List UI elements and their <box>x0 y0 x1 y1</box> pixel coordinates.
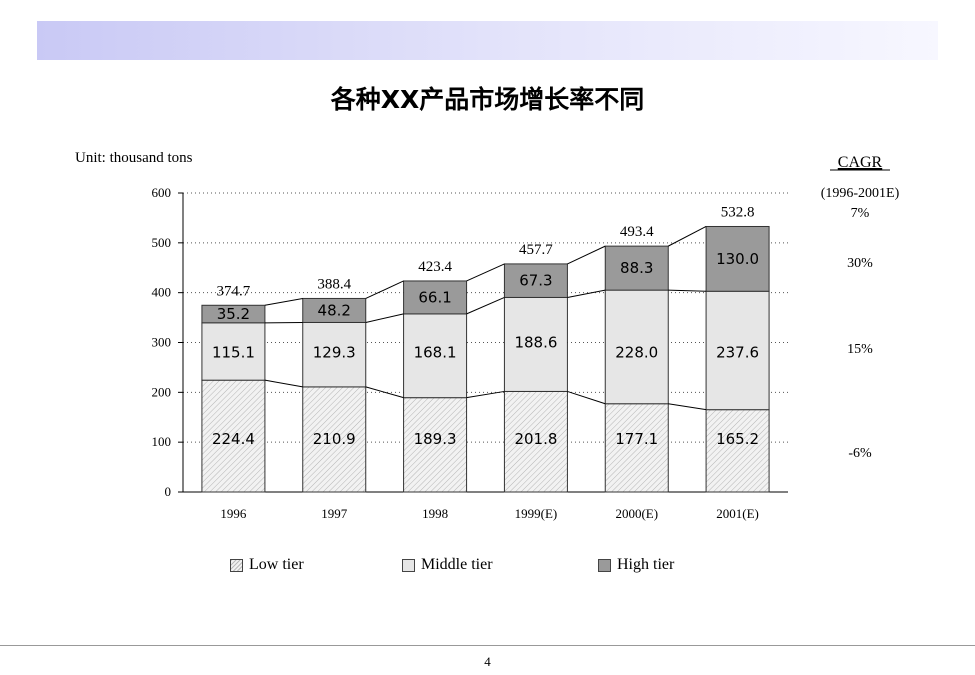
middle-tier-value-label: 115.1 <box>212 343 255 361</box>
x-tick-label: 1997 <box>321 506 348 521</box>
header-band <box>37 21 938 60</box>
high-tier-bar <box>201 304 266 324</box>
y-tick-label: 200 <box>152 384 172 399</box>
y-tick-label: 300 <box>152 335 172 350</box>
series-connector-line <box>567 289 606 298</box>
legend-label-high: High tier <box>617 556 675 573</box>
cagr-low-value: -6% <box>848 446 872 461</box>
cagr-heading: CAGR <box>838 154 883 171</box>
cagr-period: (1996-2001E) <box>821 186 900 201</box>
x-tick-label: 1999(E) <box>515 506 558 521</box>
series-connector-line <box>264 297 303 306</box>
cagr-total-value: 7% <box>851 206 870 221</box>
middle-tier-bar <box>705 290 770 411</box>
low-tier-bar <box>705 409 770 493</box>
series-connector-line <box>567 390 606 405</box>
series-connector-line <box>668 403 707 411</box>
series-connector-line <box>668 289 707 292</box>
series-connector-line <box>466 296 505 315</box>
series-connector-line <box>365 280 404 299</box>
y-tick-label: 600 <box>152 185 172 200</box>
legend-item-high: High tier <box>598 556 674 574</box>
legend-label-low: Low tier <box>249 556 304 573</box>
high-tier-value-label: 35.2 <box>217 305 250 323</box>
high-tier-bar <box>705 225 770 292</box>
middle-tier-value-label: 129.3 <box>313 343 356 361</box>
y-tick-label: 400 <box>152 285 172 300</box>
middle-tier-value-label: 168.1 <box>414 343 457 361</box>
middle-tier-value-label: 237.6 <box>716 343 759 361</box>
low-tier-bar <box>403 397 468 493</box>
cagr-high-value: 30% <box>847 256 873 271</box>
total-value-label: 493.4 <box>620 224 654 240</box>
x-tick-label: 2001(E) <box>716 506 759 521</box>
low-tier-bar <box>302 386 367 493</box>
high-tier-bar <box>403 280 468 315</box>
high-tier-value-label: 66.1 <box>418 288 451 306</box>
page-title: 各种XX产品市场增长率不同 <box>330 85 645 114</box>
series-connector-line <box>264 379 303 388</box>
low-tier-value-label: 165.2 <box>716 430 759 448</box>
high-tier-value-label: 88.3 <box>620 259 653 277</box>
middle-tier-value-label: 188.6 <box>514 334 557 352</box>
high-tier-value-label: 130.0 <box>716 250 759 268</box>
footer-divider <box>0 645 975 646</box>
total-value-label: 532.8 <box>721 204 755 220</box>
cagr-middle-value: 15% <box>847 342 873 357</box>
low-tier-value-label: 224.4 <box>212 430 255 448</box>
high-tier-bar <box>503 263 568 298</box>
low-tier-value-label: 210.9 <box>313 430 356 448</box>
legend-item-middle: Middle tier <box>402 556 493 574</box>
high-tier-bar <box>302 297 367 323</box>
x-tick-label: 1996 <box>220 506 247 521</box>
x-tick-label: 2000(E) <box>615 506 658 521</box>
middle-tier-swatch <box>402 558 415 572</box>
legend-item-low: Low tier <box>230 556 304 574</box>
high-tier-value-label: 67.3 <box>519 272 552 290</box>
series-connector-line <box>466 263 505 282</box>
unit-label: Unit: thousand tons <box>75 150 193 166</box>
total-value-label: 388.4 <box>317 276 351 292</box>
middle-tier-bar <box>403 313 468 399</box>
low-tier-value-label: 177.1 <box>615 430 658 448</box>
high-tier-swatch <box>598 558 611 572</box>
series-connector-line <box>365 313 404 323</box>
series-connector-line <box>365 386 404 399</box>
high-tier-bar <box>604 245 669 291</box>
middle-tier-value-label: 228.0 <box>615 343 658 361</box>
legend-label-middle: Middle tier <box>421 556 493 573</box>
x-tick-label: 1998 <box>422 506 448 521</box>
low-tier-bar <box>201 379 266 493</box>
low-tier-value-label: 189.3 <box>414 430 457 448</box>
low-tier-value-label: 201.8 <box>514 430 557 448</box>
total-value-label: 374.7 <box>217 283 251 299</box>
middle-tier-bar <box>201 322 266 381</box>
total-value-label: 457.7 <box>519 242 553 258</box>
high-tier-value-label: 48.2 <box>318 301 351 319</box>
y-tick-label: 0 <box>165 484 172 499</box>
total-value-label: 423.4 <box>418 259 452 275</box>
low-tier-swatch <box>230 558 243 572</box>
middle-tier-bar <box>302 321 367 388</box>
series-connector-line <box>466 390 505 399</box>
series-connector-line <box>668 226 707 247</box>
series-connector-line <box>567 245 606 265</box>
middle-tier-bar <box>604 289 669 405</box>
page-number: 4 <box>484 654 491 669</box>
y-tick-label: 100 <box>152 434 172 449</box>
low-tier-bar <box>604 403 669 493</box>
y-tick-label: 500 <box>152 235 172 250</box>
